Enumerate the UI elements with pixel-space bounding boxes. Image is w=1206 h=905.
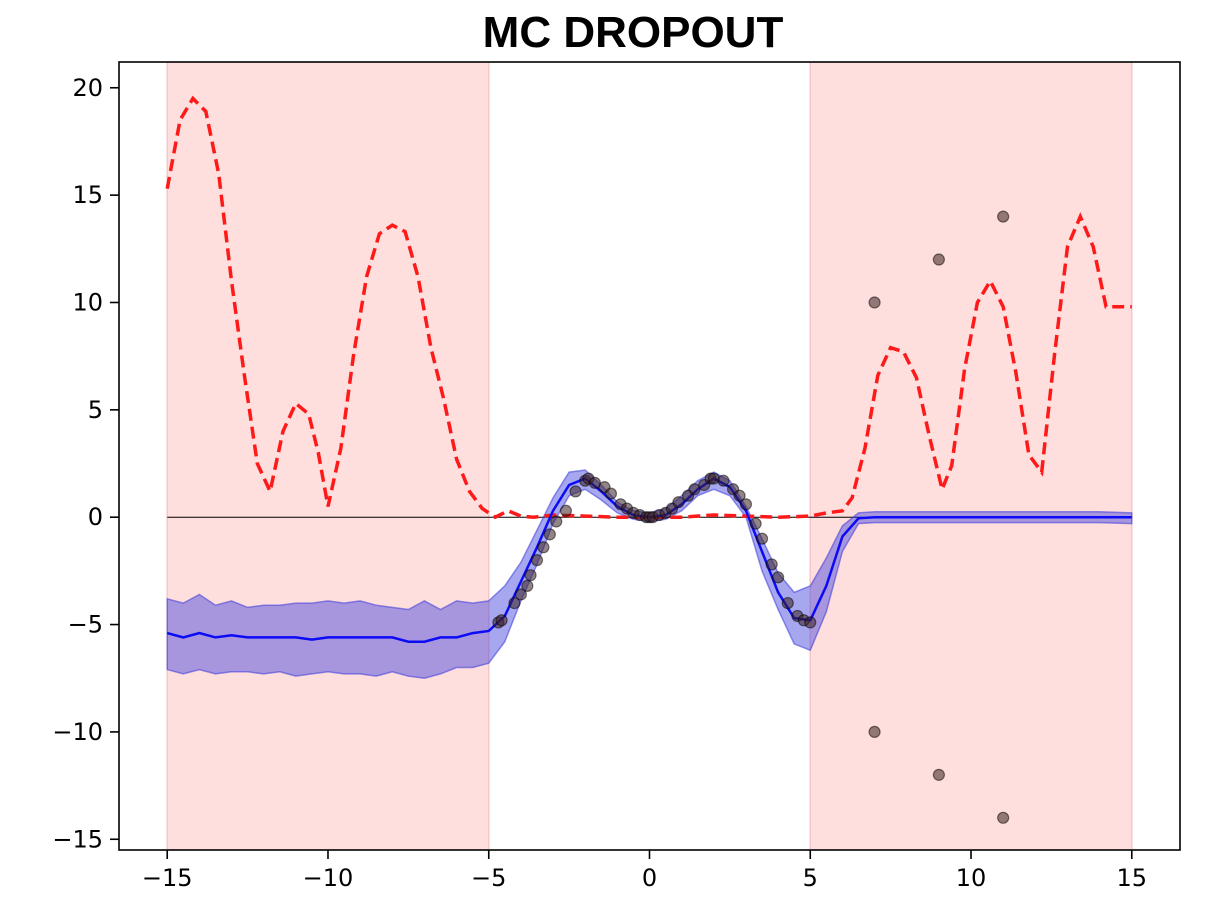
y-tick-label: 5 [88,396,103,424]
data-point [530,554,544,567]
data-point [550,515,563,528]
data-point [749,517,762,530]
data-point [804,616,817,629]
plot-area [165,62,1133,850]
data-point [524,569,537,582]
data-point [997,811,1010,824]
data-point [997,210,1010,223]
data-point [772,571,785,584]
data-point [868,725,881,739]
x-tick-label: 10 [956,864,987,892]
data-point [717,474,730,487]
y-tick-label: 15 [72,181,103,209]
chart-title: MC DROPOUT [483,8,784,57]
x-tick-label: −5 [471,864,506,892]
y-tick-label: −5 [68,611,103,639]
data-point [521,579,534,593]
axes: −15 −10 −5 0 5 10 15 −15 −10 −5 0 5 10 15 20 [52,61,1181,892]
data-point [543,528,556,541]
data-point [755,532,769,545]
plot-content [165,62,1133,850]
x-tick-label: 0 [642,864,657,892]
y-tick-label: 0 [88,503,103,531]
y-tick-label: −10 [52,718,103,746]
y-tick-label: −15 [52,825,103,853]
uncertainty-band [166,469,1133,679]
y-tick-label: 20 [72,74,103,102]
dashed-curve [165,95,1132,520]
shaded-region-2 [810,62,1132,850]
data-point [514,588,527,601]
data-point [672,496,685,509]
x-tick-label: 15 [1116,864,1147,892]
data-point [932,768,945,781]
data-point [765,558,778,571]
data-point [495,614,508,627]
shaded-region-1 [167,62,489,850]
data-point [739,498,753,511]
data-point [733,489,746,502]
y-tick-label: 10 [72,288,103,316]
x-tick-label: 5 [803,864,818,892]
data-point [868,296,881,309]
x-tick-label: −15 [142,864,193,892]
data-point [559,504,573,517]
data-point [604,487,618,500]
data-point [508,596,521,610]
x-tick-label: −10 [303,864,354,892]
data-point [537,541,550,554]
data-point [932,253,945,266]
data-point [781,596,794,610]
data-point [569,485,582,498]
